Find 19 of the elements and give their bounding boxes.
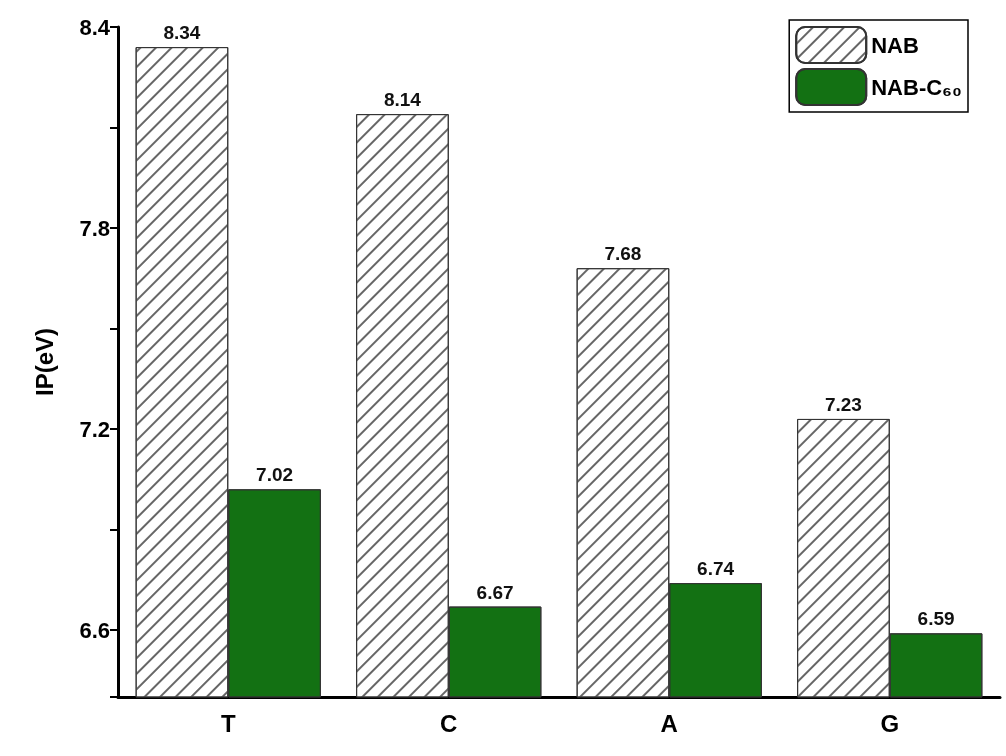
- data-label: 6.74: [697, 558, 735, 580]
- x-tick-label: G: [880, 709, 900, 737]
- y-tick-label: 8.4: [79, 14, 111, 40]
- y-tick-label: 7.8: [79, 215, 110, 241]
- x-tick-label: A: [660, 709, 678, 737]
- data-label: 7.68: [604, 243, 642, 265]
- legend-label: NAB: [871, 32, 919, 58]
- y-tick-label: 7.2: [79, 416, 110, 442]
- y-axis-title: IP(eV): [30, 327, 58, 397]
- data-label: 6.67: [476, 581, 514, 603]
- legend-label: NAB-C₆₀: [871, 74, 963, 100]
- y-tick-label: 6.6: [79, 617, 110, 643]
- data-label: 6.59: [917, 608, 955, 630]
- data-label: 7.02: [256, 464, 294, 486]
- data-label: 7.23: [824, 393, 862, 415]
- data-label: 8.14: [383, 89, 422, 111]
- x-tick-label: C: [440, 709, 458, 737]
- data-label: 8.34: [163, 22, 201, 44]
- x-tick-label: T: [220, 709, 236, 737]
